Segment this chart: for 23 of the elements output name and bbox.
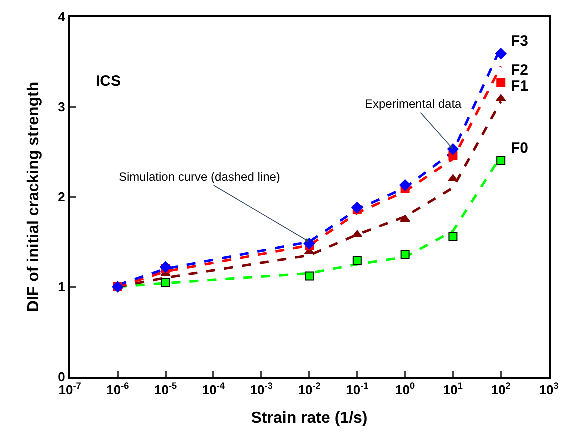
y-tick-label: 1 <box>58 280 66 295</box>
y-tick-label: 2 <box>58 190 66 205</box>
x-tick-label: 10$^{-5}$ <box>154 381 178 398</box>
y-axis-title: DIF of initial cracking strength <box>26 82 43 312</box>
x-tick-label: 10$^{-3}$ <box>250 381 273 398</box>
annotation: Experimental data <box>365 97 462 111</box>
annotation: ICS <box>96 73 122 90</box>
annotation: Simulation curve (dashed line) <box>119 170 280 184</box>
x-axis-title: Strain rate (1/s) <box>251 410 368 427</box>
series-label: F0 <box>511 140 529 157</box>
y-tick-label: 4 <box>58 10 66 25</box>
x-tick-label: 10$^{0}$ <box>396 381 416 398</box>
x-tick-label: 10$^{2}$ <box>491 381 511 398</box>
x-tick-label: 10$^{-2}$ <box>298 381 321 398</box>
x-tick-label: 10$^{-1}$ <box>346 381 369 398</box>
series-label: F2 <box>511 62 529 79</box>
series-label: F1 <box>511 78 529 95</box>
series-label: F3 <box>511 33 529 50</box>
y-tick-label: 3 <box>58 100 66 115</box>
x-tick-label: 10$^{1}$ <box>443 381 463 398</box>
x-tick-label: 10$^{3}$ <box>539 381 559 398</box>
x-tick-label: 10$^{-6}$ <box>106 381 130 398</box>
x-tick-label: 10$^{-4}$ <box>202 381 226 398</box>
